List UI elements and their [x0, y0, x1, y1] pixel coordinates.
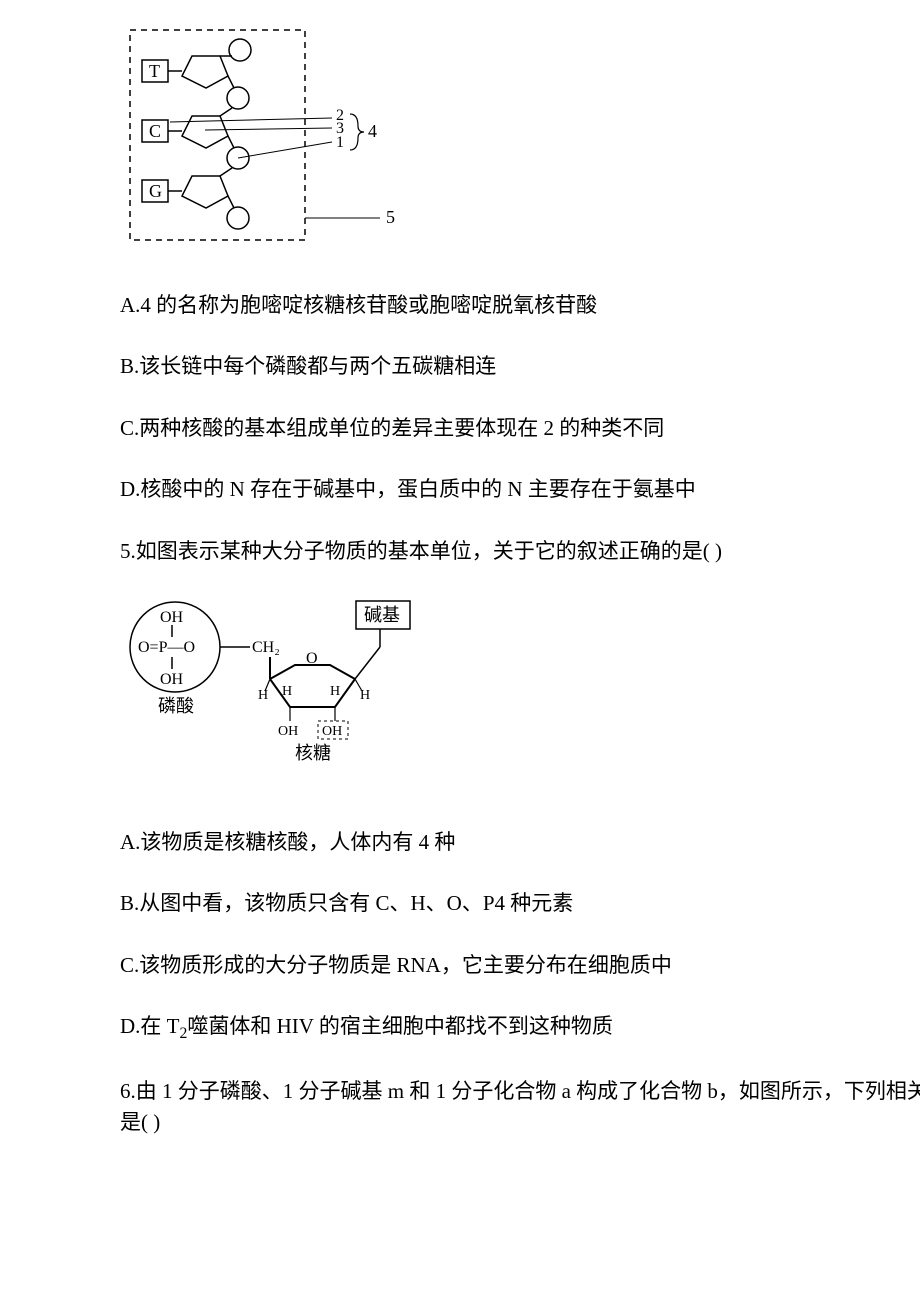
phosphate-0: [229, 39, 251, 61]
q6-stem: 6.由 1 分子磷酸、1 分子碱基 m 和 1 分子化合物 a 构成了化合物 b…: [120, 1076, 920, 1139]
q5-option-D: D.在 T2噬菌体和 HIV 的宿主细胞中都找不到这种物质: [120, 1011, 920, 1046]
H-3: H: [330, 684, 340, 699]
figure-nucleotide-chain: T C 2 3 1 4 G 5: [120, 20, 920, 260]
q5-option-A: A.该物质是核糖核酸，人体内有 4 种: [120, 827, 920, 859]
phosphate-label: 磷酸: [158, 696, 194, 716]
phos-OH-bot: OH: [160, 671, 184, 688]
CH2-label: CH₂: [252, 639, 280, 656]
H-left: H: [258, 688, 268, 703]
q4-option-A: A.4 的名称为胞嘧啶核糖核苷酸或胞嘧啶脱氧核苷酸: [120, 290, 920, 322]
OH-1: OH: [278, 724, 298, 739]
brace-4: [350, 114, 364, 150]
sugar-1: [182, 56, 228, 88]
phosphate-3: [227, 207, 249, 229]
sugar-3: [182, 176, 228, 208]
label-4: 4: [368, 121, 377, 141]
OH-2: OH: [322, 724, 342, 739]
phosphate-1: [227, 87, 249, 109]
base-T-label: T: [149, 61, 160, 81]
H-2: H: [282, 684, 292, 699]
ribose-label: 核糖: [295, 743, 331, 763]
q4-option-B: B.该长链中每个磷酸都与两个五碳糖相连: [120, 351, 920, 383]
base-G-label: G: [149, 181, 162, 201]
q4-option-D: D.核酸中的 N 存在于碱基中，蛋白质中的 N 主要存在于氨基中: [120, 474, 920, 506]
q5-D-pre: D.在 T: [120, 1014, 180, 1038]
label-5: 5: [386, 207, 395, 227]
phos-OH-top: OH: [160, 609, 184, 626]
ring-O: O: [306, 650, 318, 667]
label-1: 1: [336, 134, 344, 151]
q5-D-post: 噬菌体和 HIV 的宿主细胞中都找不到这种物质: [187, 1014, 612, 1038]
base-C-label: C: [149, 121, 161, 141]
ribose-top: [270, 665, 355, 679]
q4-option-C: C.两种核酸的基本组成单位的差异主要体现在 2 的种类不同: [120, 413, 920, 445]
phos-OP: O=P—O: [138, 639, 195, 656]
q5-option-C: C.该物质形成的大分子物质是 RNA，它主要分布在细胞质中: [120, 950, 920, 982]
q5-option-B: B.从图中看，该物质只含有 C、H、O、P4 种元素: [120, 888, 920, 920]
figure-nucleotide-unit: OH O=P—O OH 磷酸 CH₂ O H H H H OH OH 核糖 碱基: [120, 587, 920, 797]
q5-stem: 5.如图表示某种大分子物质的基本单位，关于它的叙述正确的是( ): [120, 536, 920, 568]
base-label: 碱基: [364, 605, 400, 625]
